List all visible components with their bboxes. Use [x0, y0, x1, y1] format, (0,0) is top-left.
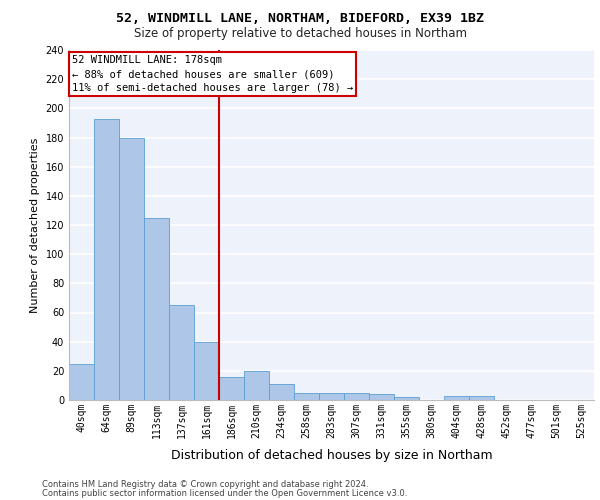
- Bar: [319, 392, 344, 400]
- Bar: [94, 118, 119, 400]
- Bar: [369, 394, 394, 400]
- Text: 52 WINDMILL LANE: 178sqm
← 88% of detached houses are smaller (609)
11% of semi-: 52 WINDMILL LANE: 178sqm ← 88% of detach…: [71, 56, 353, 94]
- Bar: [394, 397, 419, 400]
- Text: Size of property relative to detached houses in Northam: Size of property relative to detached ho…: [133, 28, 467, 40]
- X-axis label: Distribution of detached houses by size in Northam: Distribution of detached houses by size …: [170, 449, 493, 462]
- Bar: [444, 396, 469, 400]
- Bar: [119, 138, 144, 400]
- Text: 52, WINDMILL LANE, NORTHAM, BIDEFORD, EX39 1BZ: 52, WINDMILL LANE, NORTHAM, BIDEFORD, EX…: [116, 12, 484, 26]
- Bar: [469, 396, 494, 400]
- Bar: [169, 305, 194, 400]
- Bar: [69, 364, 94, 400]
- Bar: [194, 342, 219, 400]
- Bar: [344, 392, 369, 400]
- Bar: [219, 376, 244, 400]
- Text: Contains public sector information licensed under the Open Government Licence v3: Contains public sector information licen…: [42, 488, 407, 498]
- Text: Contains HM Land Registry data © Crown copyright and database right 2024.: Contains HM Land Registry data © Crown c…: [42, 480, 368, 489]
- Y-axis label: Number of detached properties: Number of detached properties: [30, 138, 40, 312]
- Bar: [269, 384, 294, 400]
- Bar: [144, 218, 169, 400]
- Bar: [294, 392, 319, 400]
- Bar: [244, 371, 269, 400]
